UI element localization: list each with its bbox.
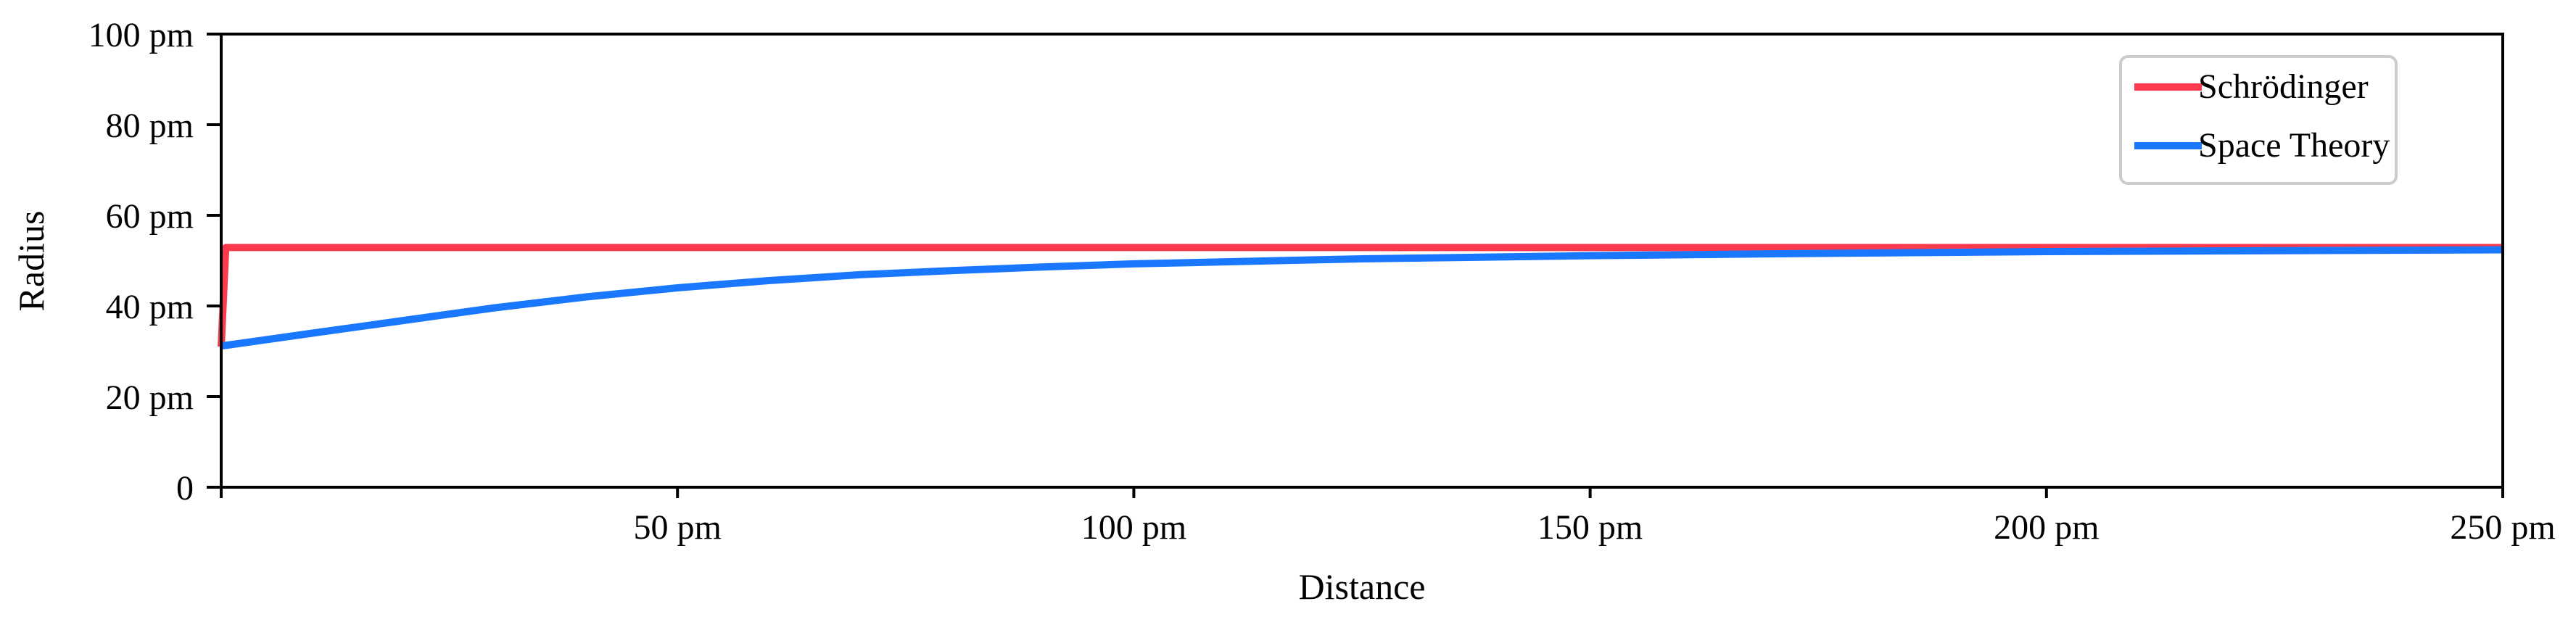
legend-label-space-theory: Space Theory [2198, 126, 2390, 165]
legend-label-schrodinger: Schrödinger [2198, 67, 2369, 106]
y-tick-label: 100 pm [88, 16, 194, 54]
series-line-space-theory [220, 246, 2503, 349]
y-tick-label: 80 pm [106, 107, 194, 145]
y-tick-label: 0 [176, 469, 194, 508]
x-axis-label: Distance [1299, 566, 1426, 607]
plot-frame [220, 33, 2504, 489]
x-tick-label: 250 pm [2450, 508, 2555, 547]
y-tick-label: 20 pm [106, 378, 194, 417]
x-axis: 50 pm 100 pm 150 pm 200 pm 250 pm [220, 487, 2556, 547]
y-axis: 0 20 pm 40 pm 60 pm 80 pm 100 pm [88, 16, 221, 508]
y-axis-label: Radius [11, 211, 51, 312]
x-tick-label: 100 pm [1081, 508, 1186, 547]
legend: Schrödinger Space Theory [2119, 55, 2398, 185]
plot-lines [218, 244, 2503, 349]
y-tick-label: 40 pm [106, 288, 194, 326]
x-tick-label: 50 pm [634, 508, 722, 547]
series-line-schr-dinger [218, 244, 2503, 347]
x-tick-label: 150 pm [1537, 508, 1643, 547]
y-tick-label: 60 pm [106, 197, 194, 236]
x-tick-label: 200 pm [1994, 508, 2099, 547]
